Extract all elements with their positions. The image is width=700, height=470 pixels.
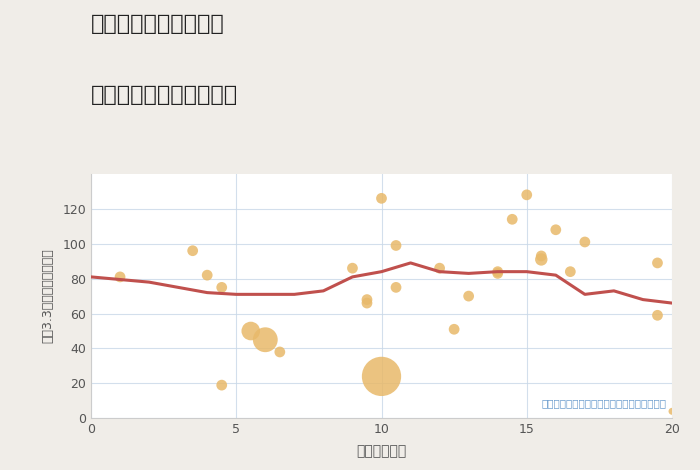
Point <box>666 407 678 415</box>
Point <box>391 283 402 291</box>
Point <box>565 268 576 275</box>
Point <box>202 271 213 279</box>
Point <box>346 265 358 272</box>
Point <box>652 312 663 319</box>
Point <box>216 283 228 291</box>
Point <box>260 336 271 344</box>
Point <box>114 273 126 281</box>
Text: 駅距離別中古戸建て価格: 駅距離別中古戸建て価格 <box>91 85 238 105</box>
Point <box>580 238 591 246</box>
Text: 円の大きさは、取引のあった物件面積を示す: 円の大きさは、取引のあった物件面積を示す <box>541 399 666 408</box>
Point <box>361 299 372 307</box>
Point <box>361 296 372 303</box>
Point <box>550 226 561 234</box>
Point <box>652 259 663 266</box>
Point <box>245 327 256 335</box>
Point <box>434 265 445 272</box>
Point <box>492 268 503 275</box>
Point <box>463 292 475 300</box>
Point <box>274 348 286 356</box>
Point <box>507 216 518 223</box>
Point <box>449 326 460 333</box>
Point <box>216 381 228 389</box>
Point <box>376 195 387 202</box>
Point <box>521 191 532 199</box>
Point <box>391 242 402 249</box>
Point <box>536 256 547 263</box>
Text: 愛知県弥富市稲狐町の: 愛知県弥富市稲狐町の <box>91 14 225 34</box>
Point <box>492 270 503 277</box>
Y-axis label: 坪（3.3㎡）単価（万円）: 坪（3.3㎡）単価（万円） <box>41 249 54 344</box>
Point <box>187 247 198 254</box>
Point <box>376 373 387 380</box>
X-axis label: 駅距離（分）: 駅距離（分） <box>356 445 407 459</box>
Point <box>536 252 547 260</box>
